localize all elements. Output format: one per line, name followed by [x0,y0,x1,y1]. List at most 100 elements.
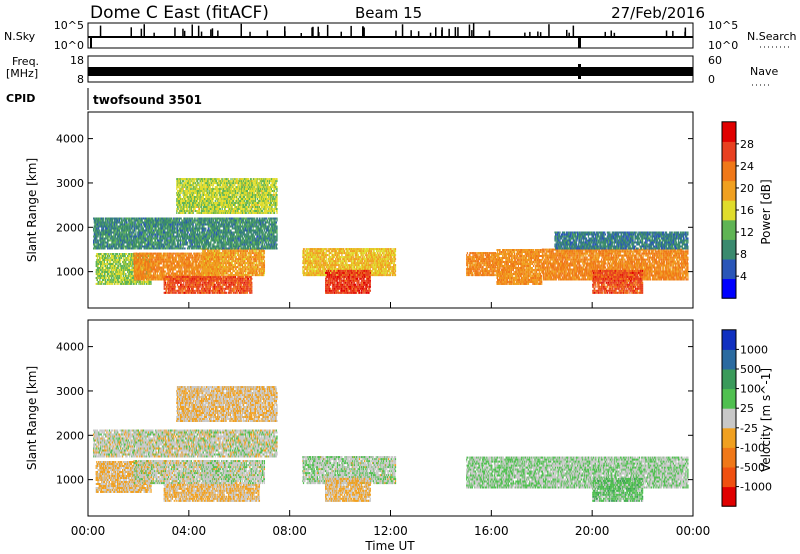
heatmap-cell [130,259,131,261]
heatmap-cell [128,277,129,279]
heatmap-cell [142,277,143,279]
heatmap-cell [169,278,170,280]
heatmap-cell [171,263,172,265]
heatmap-cell [179,276,180,278]
heatmap-cell [183,261,184,263]
heatmap-cell [176,292,177,294]
heatmap-cell [144,271,145,273]
heatmap-cell [120,259,121,261]
heatmap-cell [190,253,191,255]
heatmap-cell [142,257,143,259]
heatmap-cell [120,263,121,265]
heatmap-cell [123,259,124,261]
heatmap-cell [107,265,108,267]
heatmap-cell [167,282,168,284]
heatmap-cell [196,257,197,259]
heatmap-cell [136,265,137,267]
nsearch-tick-top: 10^5 [708,19,738,32]
heatmap-cell [152,271,153,273]
heatmap-cell [153,255,154,257]
heatmap-cell [109,255,110,257]
heatmap-cell [109,277,110,279]
heatmap-cell [179,282,180,284]
heatmap-cell [104,271,105,273]
nsky-spike [529,32,531,36]
heatmap-cell [121,267,122,269]
heatmap-cell [105,253,106,255]
heatmap-cell [170,271,171,273]
heatmap-cell [118,267,119,269]
heatmap-cell [145,273,146,275]
heatmap-cell [140,283,141,285]
heatmap-cell [110,259,111,261]
heatmap-cell [140,265,141,267]
heatmap-cell [112,283,113,285]
heatmap-cell [180,292,181,294]
heatmap-cell [117,275,118,277]
heatmap-cell [177,284,178,286]
nsky-spike [100,26,102,36]
heatmap-cell [169,271,170,273]
heatmap-cell [111,257,112,259]
heatmap-cell [176,257,177,259]
heatmap-cell [181,282,182,284]
heatmap-cell [162,271,163,273]
heatmap-cell [181,288,182,290]
heatmap-cell [163,273,164,275]
heatmap-cell [119,253,120,255]
heatmap-cell [169,273,170,275]
heatmap-cell [102,267,103,269]
nsky-spike [457,27,459,36]
heatmap-cell [134,259,135,261]
heatmap-cell [172,284,173,286]
heatmap-cell [128,273,129,275]
heatmap-cell [110,279,111,281]
cpid-label: CPID [6,92,35,105]
nsky-spike [212,28,214,36]
heatmap-cell [144,283,145,285]
heatmap-cell [123,269,124,271]
nsky-spike [192,25,194,37]
heatmap-cell [200,253,201,255]
heatmap-cell [149,269,150,271]
figure-title: Dome C East (fitACF) [90,3,269,23]
heatmap-cell [174,257,175,259]
beam-label: Beam 15 [355,4,422,22]
heatmap-cell [166,257,167,259]
nsky-spike [524,33,526,36]
heatmap-cell [144,273,145,275]
heatmap-cell [164,263,165,265]
heatmap-cell [195,273,196,275]
nsky-spike [666,31,668,37]
heatmap-cell [182,273,183,275]
heatmap-cell [105,273,106,275]
heatmap-cell [169,263,170,265]
heatmap-cell [198,271,199,273]
heatmap-cell [144,275,145,277]
heatmap-cell [168,267,169,269]
heatmap-cell [184,267,185,269]
heatmap-cell [154,267,155,269]
heatmap-cell [156,269,157,271]
heatmap-cell [157,273,158,275]
heatmap-cell [118,273,119,275]
heatmap-cell [111,269,112,271]
nave-tick-bottom: 0 [708,73,715,86]
heatmap-cell [165,253,166,255]
heatmap-cell [164,273,165,275]
heatmap-cell [98,277,99,279]
heatmap-cell [106,281,107,283]
heatmap-cell [99,275,100,277]
heatmap-cell [193,259,194,261]
freq-label-line2: [MHz] [6,67,38,80]
nsky-spike [469,25,471,37]
heatmap-cell [136,263,137,265]
heatmap-cell [179,263,180,265]
heatmap-cell [152,259,153,261]
heatmap-cell [175,290,176,292]
heatmap-cell [191,257,192,259]
heatmap-cell [96,271,97,273]
heatmap-cell [155,259,156,261]
heatmap-cell [132,265,133,267]
heatmap-cell [136,257,137,259]
